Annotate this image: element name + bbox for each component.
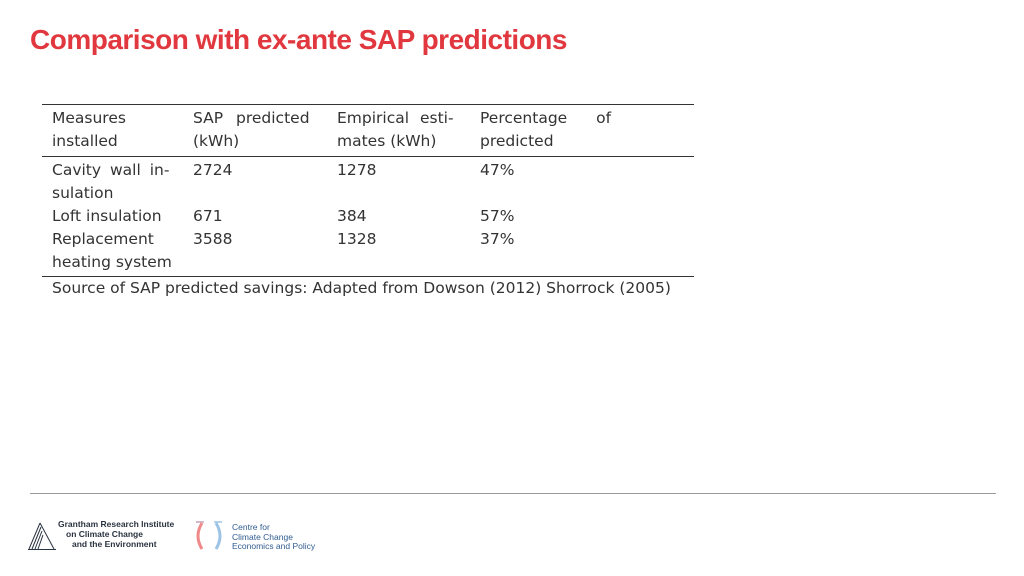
- table-header-rule: [42, 156, 694, 157]
- header-sap-predicted: SAP predicted (kWh): [193, 109, 310, 150]
- table-body: Cavity wall in- sulation 2724 1278 47% L…: [42, 157, 694, 276]
- cell-empirical: 384: [337, 207, 367, 225]
- cell-measure: Loft insulation: [52, 207, 162, 225]
- cell-empirical: 1328: [337, 230, 377, 248]
- logo1-line: Grantham Research Institute: [58, 519, 175, 529]
- slide-title: Comparison with ex-ante SAP predictions: [30, 24, 567, 55]
- table-header-row: Measures installed SAP predicted (kWh) E…: [42, 105, 694, 156]
- cell-percentage: 37%: [480, 230, 515, 248]
- logo1-line: and the Environment: [72, 539, 157, 549]
- table-row: Replacement heating system 3588 1328 37%: [42, 228, 694, 274]
- header-empirical: Empirical esti- mates (kWh): [337, 109, 454, 150]
- cell-measure: Cavity wall in- sulation: [52, 161, 170, 202]
- footer-divider: [30, 493, 996, 494]
- table-row: Cavity wall in- sulation 2724 1278 47%: [42, 159, 694, 205]
- logo2-line: Economics and Policy: [232, 541, 316, 551]
- mountain-lines-icon: [28, 522, 56, 550]
- logo2-line: Centre for: [232, 522, 270, 532]
- cell-measure: Replacement heating system: [52, 230, 172, 271]
- table-top-rule: [42, 104, 694, 105]
- cell-percentage: 47%: [480, 161, 515, 179]
- cell-empirical: 1278: [337, 161, 377, 179]
- table-source-note: Source of SAP predicted savings: Adapted…: [52, 279, 671, 297]
- cccep-logo: Centre for Climate Change Economics and …: [192, 520, 332, 552]
- cell-sap: 671: [193, 207, 223, 225]
- cell-percentage: 57%: [480, 207, 515, 225]
- header-percentage: Percentage of predicted: [480, 109, 612, 150]
- cell-sap: 3588: [193, 230, 233, 248]
- logo2-line: Climate Change: [232, 531, 293, 542]
- header-measures: Measures installed: [52, 109, 126, 150]
- table-row: Loft insulation 671 384 57%: [42, 205, 694, 228]
- table-bottom-rule: [42, 276, 694, 277]
- grantham-logo: Grantham Research Institute on Climate C…: [28, 518, 178, 552]
- logo1-line: on Climate Change: [66, 529, 143, 539]
- cccep-brackets-icon: [196, 521, 222, 550]
- cell-sap: 2724: [193, 161, 233, 179]
- comparison-table: Measures installed SAP predicted (kWh) E…: [42, 104, 694, 299]
